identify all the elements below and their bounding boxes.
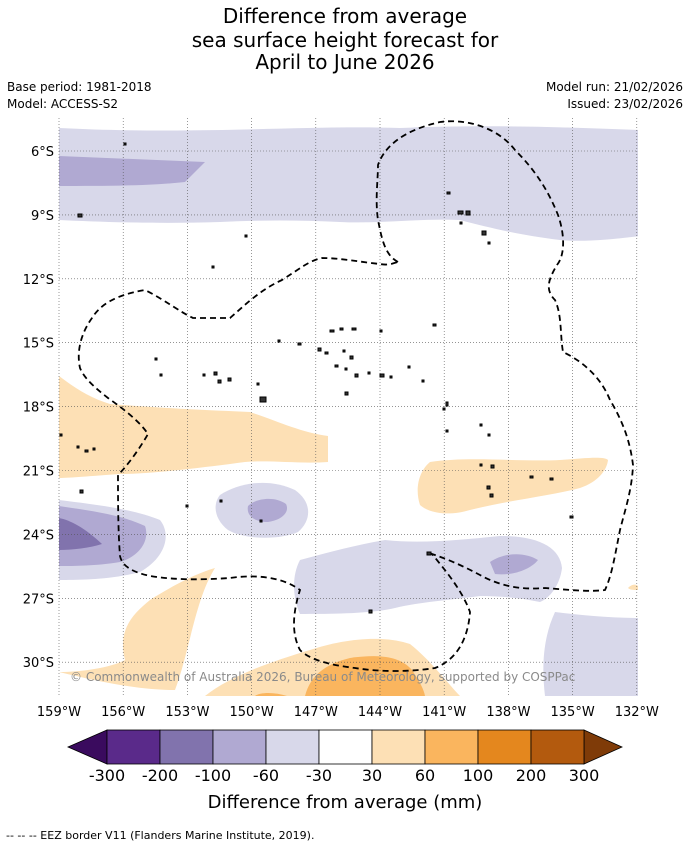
latitude-label: 24°S [23,528,54,543]
eez-border [77,120,634,672]
southeast-negative-patch [543,612,638,696]
base-period: Base period: 1981-2018 [7,80,152,94]
colorbar [66,729,623,765]
central-negative-core [247,498,288,522]
colorbar-segment [318,729,373,765]
issued-date: Issued: 23/02/2026 [567,97,683,111]
eez-footnote: -- -- -- EEZ border V11 (Flanders Marine… [6,829,315,842]
northern-negative-band [59,126,638,241]
colorbar-tick-label: 30 [361,766,383,785]
colorbar-title: Difference from average (mm) [207,792,483,813]
southern-negative-band [294,536,562,614]
longitude-label: 153°W [165,705,209,720]
map-title-line-3: April to June 2026 [255,50,435,74]
latitude-label: 9°S [31,209,54,224]
western-negative-mid [59,506,147,566]
colorbar-tick-label: 200 [515,766,547,785]
southern-positive-core [305,656,425,696]
longitude-label: 147°W [294,705,338,720]
colorbar-tick-label: 300 [568,766,600,785]
colorbar-high-extension [583,729,623,765]
eastern-positive-patch [417,457,608,514]
colorbar-segment [530,729,585,765]
colorbar-segment [477,729,532,765]
colorbar-tick-label: -60 [252,766,280,785]
colorbar-segment [106,729,161,765]
longitude-label: 159°W [37,705,81,720]
longitude-label: 156°W [101,705,145,720]
map-title-line-2: sea surface height forecast for [191,28,499,52]
latitude-labels: 6°S 9°S 12°S 15°S 18°S 21°S 24°S 27°S 30°S [23,145,54,671]
western-positive-area [59,376,328,478]
model-name: Model: ACCESS-S2 [7,97,119,111]
colorbar-tick-label: -30 [305,766,333,785]
latitude-label: 15°S [23,337,54,352]
map-gridlines [58,118,638,696]
longitude-label: 132°W [615,705,659,720]
colorbar-segment [424,729,479,765]
latitude-label: 18°S [23,401,54,416]
latitude-label: 6°S [31,145,54,160]
northern-negative-core [59,156,205,186]
latitude-label: 27°S [23,592,54,607]
colorbar-segment [265,729,320,765]
longitude-label: 144°W [358,705,402,720]
colorbar-tick-label: 60 [414,766,436,785]
longitude-label: 138°W [486,705,530,720]
latitude-label: 30°S [23,656,54,671]
map-title-line-1: Difference from average [222,4,468,28]
copyright-notice: © Commonwealth of Australia 2026, Bureau… [70,670,575,684]
latitude-label: 21°S [23,465,54,480]
colorbar-segment [212,729,267,765]
colorbar-segment [159,729,214,765]
longitude-label: 150°W [230,705,274,720]
colorbar-tick-label: -200 [141,766,179,785]
longitude-labels: 159°W 156°W 153°W 150°W 147°W 144°W 141°W 138°W… [37,705,659,720]
east-edge-positive [628,584,638,590]
colorbar-segment [371,729,426,765]
latitude-label: 12°S [23,273,54,288]
southern-negative-core [490,554,538,575]
colorbar-tick-label: 100 [462,766,494,785]
colorbar-tick-label: -300 [88,766,126,785]
western-negative-core [59,518,102,550]
model-run-date: Model run: 21/02/2026 [545,80,683,94]
anomaly-contours [59,126,638,696]
southwest-positive-core [255,693,287,696]
colorbar-tick-label: -100 [194,766,232,785]
islands [59,142,574,614]
longitude-label: 141°W [422,705,466,720]
colorbar-low-extension [66,729,108,765]
longitude-label: 135°W [551,705,595,720]
